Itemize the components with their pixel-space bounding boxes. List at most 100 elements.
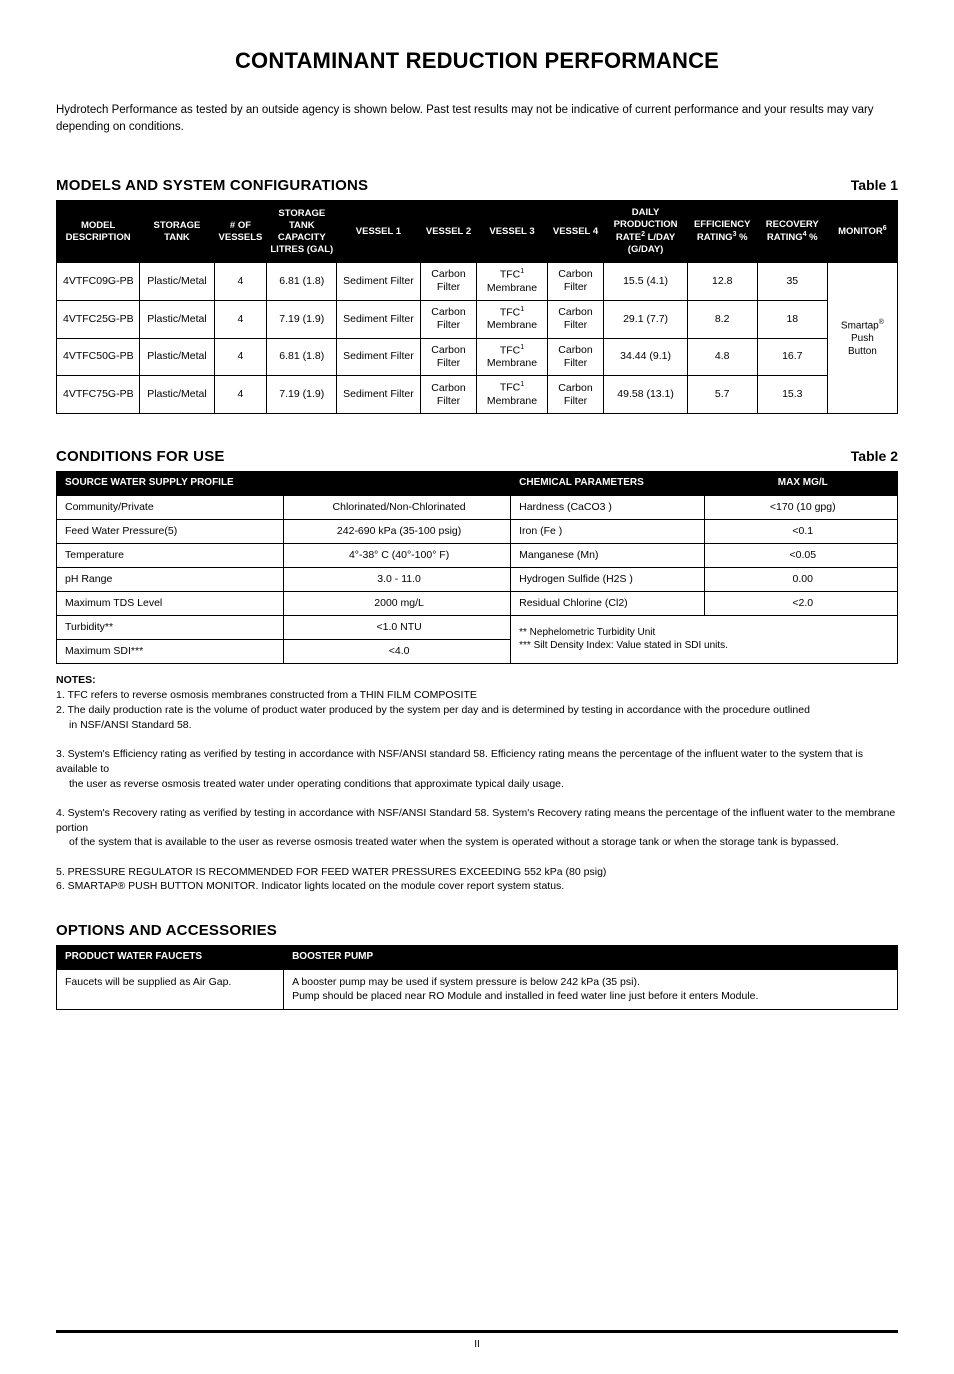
table-cell: Plastic/Metal — [140, 338, 214, 376]
table-cell: 3.0 - 11.0 — [284, 567, 511, 591]
table-cell: Plastic/Metal — [140, 263, 214, 301]
table-cell: <2.0 — [704, 592, 897, 616]
th-v2: VESSEL 2 — [420, 201, 477, 263]
page-title: CONTAMINANT REDUCTION PERFORMANCE — [56, 48, 898, 74]
table-cell: 8.2 — [687, 300, 757, 338]
table-models: MODEL DESCRIPTION STORAGE TANK # OF VESS… — [56, 200, 898, 414]
page-number: II — [474, 1339, 480, 1350]
table-cell: 4.8 — [687, 338, 757, 376]
table-header-row: PRODUCT WATER FAUCETS BOOSTER PUMP — [57, 946, 898, 970]
note-line: 1. TFC refers to reverse osmosis membran… — [56, 689, 477, 701]
table-cell: Temperature — [57, 543, 284, 567]
table-cell: Sediment Filter — [337, 338, 420, 376]
table-cell: <1.0 NTU — [284, 616, 511, 640]
table-cell: Iron (Fe ) — [511, 519, 704, 543]
table-cell: 34.44 (9.1) — [604, 338, 687, 376]
table-cell: 4 — [214, 338, 267, 376]
table-cell: Carbon Filter — [547, 338, 604, 376]
table-cell: 4 — [214, 263, 267, 301]
note-line: in NSF/ANSI Standard 58. — [56, 718, 898, 733]
note-line: the user as reverse osmosis treated wate… — [56, 777, 898, 792]
table-cell: Sediment Filter — [337, 300, 420, 338]
table-row: pH Range3.0 - 11.0Hydrogen Sulfide (H2S … — [57, 567, 898, 591]
table-cell: Sediment Filter — [337, 263, 420, 301]
table-cell: 5.7 — [687, 376, 757, 414]
notes-block: 1. TFC refers to reverse osmosis membran… — [56, 688, 898, 894]
table-cell: 29.1 (7.7) — [604, 300, 687, 338]
th-v4: VESSEL 4 — [547, 201, 604, 263]
th-mon: MONITOR6 — [827, 201, 897, 263]
th-tank: STORAGE TANK — [140, 201, 214, 263]
table-cell: Carbon Filter — [420, 376, 477, 414]
section1-title: MODELS AND SYSTEM CONFIGURATIONS — [56, 177, 368, 194]
table-cell: 49.58 (13.1) — [604, 376, 687, 414]
table-cell: Hardness (CaCO3 ) — [511, 495, 704, 519]
th-eff: EFFICIENCY RATING3 % — [687, 201, 757, 263]
table-cell: Carbon Filter — [420, 300, 477, 338]
table-cell: Maximum TDS Level — [57, 592, 284, 616]
table-header-row: MODEL DESCRIPTION STORAGE TANK # OF VESS… — [57, 201, 898, 263]
table-cell-notes: ** Nephelometric Turbidity Unit*** Silt … — [511, 616, 898, 664]
table-header-row: SOURCE WATER SUPPLY PROFILE CHEMICAL PAR… — [57, 472, 898, 496]
table-row: Temperature4°-38° C (40°-100° F)Manganes… — [57, 543, 898, 567]
section1-header: MODELS AND SYSTEM CONFIGURATIONS Table 1 — [56, 177, 898, 194]
table-cell: 4 — [214, 376, 267, 414]
table-cell: 35 — [757, 263, 827, 301]
th-model: MODEL DESCRIPTION — [57, 201, 140, 263]
note-line: 5. PRESSURE REGULATOR IS RECOMMENDED FOR… — [56, 866, 606, 878]
section2-header: CONDITIONS FOR USE Table 2 — [56, 448, 898, 465]
table-cell: 4VTFC75G-PB — [57, 376, 140, 414]
table-cell: 15.3 — [757, 376, 827, 414]
th-capacity: STORAGE TANK CAPACITY LITRES (GAL) — [267, 201, 337, 263]
th-max: MAX MG/L — [704, 472, 897, 496]
table-cell: Manganese (Mn) — [511, 543, 704, 567]
table-conditions: SOURCE WATER SUPPLY PROFILE CHEMICAL PAR… — [56, 471, 898, 664]
table-row: 4VTFC75G-PBPlastic/Metal47.19 (1.9)Sedim… — [57, 376, 898, 414]
table-cell: 6.81 (1.8) — [267, 263, 337, 301]
table-row: 4VTFC25G-PBPlastic/Metal47.19 (1.9)Sedim… — [57, 300, 898, 338]
table-cell: Chlorinated/Non-Chlorinated — [284, 495, 511, 519]
note-line: 2. The daily production rate is the volu… — [56, 704, 810, 716]
table-cell: 12.8 — [687, 263, 757, 301]
table-row: Maximum TDS Level2000 mg/LResidual Chlor… — [57, 592, 898, 616]
note-line: 4. System's Recovery rating as verified … — [56, 807, 895, 834]
table-row: Feed Water Pressure(5)242-690 kPa (35-10… — [57, 519, 898, 543]
th-faucets: PRODUCT WATER FAUCETS — [57, 946, 284, 970]
table-cell: <0.1 — [704, 519, 897, 543]
intro-paragraph: Hydrotech Performance as tested by an ou… — [56, 102, 898, 135]
table-cell: Plastic/Metal — [140, 376, 214, 414]
table-cell: <0.05 — [704, 543, 897, 567]
table-cell: 242-690 kPa (35-100 psig) — [284, 519, 511, 543]
th-v1: VESSEL 1 — [337, 201, 420, 263]
table-cell: <170 (10 gpg) — [704, 495, 897, 519]
table-cell: Carbon Filter — [547, 376, 604, 414]
table-cell: Turbidity** — [57, 616, 284, 640]
table-cell: TFC1Membrane — [477, 300, 547, 338]
cell-monitor: Smartap®PushButton — [827, 263, 897, 414]
table-cell: 4°-38° C (40°-100° F) — [284, 543, 511, 567]
table-cell: TFC1Membrane — [477, 263, 547, 301]
th-profile: SOURCE WATER SUPPLY PROFILE — [57, 472, 511, 496]
th-v3: VESSEL 3 — [477, 201, 547, 263]
note-line: of the system that is available to the u… — [56, 835, 898, 850]
table-row: Faucets will be supplied as Air Gap. A b… — [57, 969, 898, 1009]
table-cell: 15.5 (4.1) — [604, 263, 687, 301]
table-cell: 4VTFC25G-PB — [57, 300, 140, 338]
table-cell: 2000 mg/L — [284, 592, 511, 616]
table-cell: Carbon Filter — [420, 338, 477, 376]
table-cell: Community/Private — [57, 495, 284, 519]
th-rate: DAILY PRODUCTION RATE2 L/DAY (G/DAY) — [604, 201, 687, 263]
table-row: Turbidity**<1.0 NTU** Nephelometric Turb… — [57, 616, 898, 640]
section3-header: OPTIONS AND ACCESSORIES — [56, 922, 898, 939]
table-cell: 18 — [757, 300, 827, 338]
table-options: PRODUCT WATER FAUCETS BOOSTER PUMP Fauce… — [56, 945, 898, 1010]
section1-table-label: Table 1 — [851, 177, 898, 193]
th-booster: BOOSTER PUMP — [284, 946, 898, 970]
table-cell: 4 — [214, 300, 267, 338]
cell-booster: A booster pump may be used if system pre… — [284, 969, 898, 1009]
note-line: 3. System's Efficiency rating as verifie… — [56, 748, 863, 775]
section2-title: CONDITIONS FOR USE — [56, 448, 225, 465]
section3-title: OPTIONS AND ACCESSORIES — [56, 922, 277, 939]
table-row: Community/PrivateChlorinated/Non-Chlorin… — [57, 495, 898, 519]
table-cell: Carbon Filter — [547, 263, 604, 301]
